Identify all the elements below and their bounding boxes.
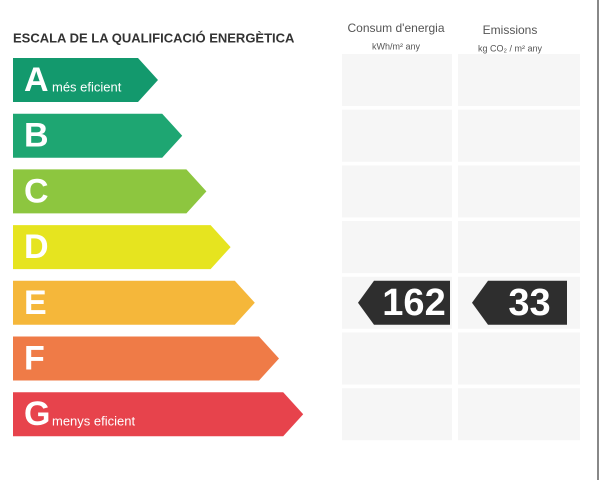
title: ESCALA DE LA QUALIFICACIÓ ENERGÈTICA — [13, 30, 295, 45]
cell — [342, 221, 452, 274]
grade-letter: F — [24, 339, 45, 377]
grade-letter: E — [24, 284, 47, 322]
rating-value: 33 — [508, 282, 550, 324]
cell — [458, 165, 580, 218]
cell — [342, 109, 452, 162]
grade-label: més eficient — [52, 79, 122, 94]
cell — [458, 221, 580, 274]
grade-letter: G — [24, 395, 50, 433]
grade-letter: B — [24, 117, 49, 155]
cell — [458, 54, 580, 106]
grade-arrow — [13, 392, 304, 437]
column-unit: kWh/m² any — [372, 41, 421, 51]
grade-label: menys eficient — [52, 414, 135, 429]
grade-arrow — [13, 58, 158, 102]
cell — [342, 54, 452, 106]
grade-arrow — [13, 113, 183, 158]
column-title: Consum d'energia — [347, 21, 444, 35]
cell — [342, 165, 452, 218]
rating-value: 162 — [382, 282, 445, 324]
rating-badge — [358, 280, 450, 325]
grade-arrow — [13, 280, 255, 325]
cell — [458, 332, 580, 385]
grade-letter: D — [24, 228, 49, 266]
rating-badge — [472, 280, 567, 325]
cell — [458, 109, 580, 162]
grade-arrow — [13, 225, 231, 270]
column-unit: kg CO₂ / m² any — [478, 43, 543, 53]
cell — [342, 332, 452, 385]
column-title: Emissions — [483, 23, 538, 37]
grade-letter: A — [24, 61, 49, 99]
grade-arrow — [13, 336, 279, 381]
grade-arrow — [13, 169, 207, 214]
grade-letter: C — [24, 172, 49, 210]
cell — [342, 388, 452, 441]
cell — [458, 388, 580, 441]
